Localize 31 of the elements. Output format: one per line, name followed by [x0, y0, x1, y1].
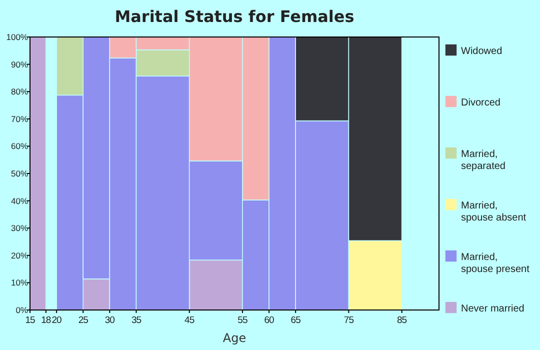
- legend-label: Married, spouse present: [461, 252, 530, 275]
- y-tick-label: 10%: [10, 278, 28, 288]
- y-tick-label: 80%: [10, 86, 28, 97]
- y-tick-label: 40%: [10, 196, 28, 206]
- x-tick-label: 45: [184, 315, 194, 326]
- x-tick-label: 35: [131, 315, 142, 326]
- chart-title: Marital Status for Females: [114, 7, 354, 26]
- legend-label: Married, separated: [461, 149, 506, 172]
- x-tick-label: 25: [78, 315, 88, 326]
- x-tick-label: 60: [264, 315, 274, 326]
- y-tick-label: 70%: [10, 114, 28, 124]
- y-tick-label: 60%: [10, 141, 28, 152]
- legend-label: Married, spouse absent: [461, 200, 526, 224]
- y-tick-label: 30%: [10, 223, 28, 234]
- x-tick-label: 85: [397, 315, 407, 326]
- y-tick-label: 90%: [10, 59, 28, 70]
- y-tick-label: 50%: [10, 168, 28, 178]
- legend-label: Never married: [461, 304, 524, 314]
- legend-label: Divorced: [461, 98, 500, 108]
- x-tick-label: 15: [25, 315, 35, 326]
- y-tick-label: 20%: [10, 250, 28, 260]
- x-tick-label: 75: [344, 315, 354, 326]
- legend-label: Widowed: [461, 46, 502, 57]
- y-tick-label: 0%: [16, 305, 28, 315]
- x-tick-label: 30: [104, 315, 115, 326]
- x-tick-label: 20: [52, 315, 62, 326]
- x-tick-label: 55: [238, 315, 248, 326]
- x-tick-label: 65: [290, 315, 301, 326]
- x-tick-label: 18: [41, 315, 51, 326]
- x-axis-title: Age: [222, 331, 246, 345]
- y-tick-label: 100%: [6, 32, 28, 42]
